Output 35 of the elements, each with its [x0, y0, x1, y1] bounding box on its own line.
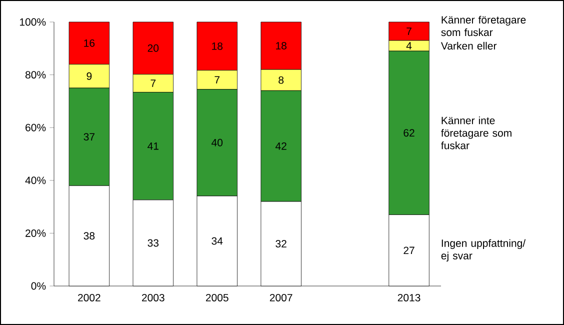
x-tick-label: 2003 — [142, 294, 164, 302]
x-tick-label: 2005 — [206, 294, 228, 302]
y-tick-label: 80% — [25, 71, 46, 79]
data-label: 40 — [212, 138, 223, 146]
data-label: 4 — [406, 42, 412, 50]
data-label: 7 — [406, 28, 412, 35]
data-label: 42 — [275, 142, 286, 150]
y-tick-label: 20% — [26, 229, 46, 237]
data-label: 32 — [276, 240, 286, 248]
series-label: Känner företagare som fuskar — [441, 16, 526, 36]
data-label: 34 — [212, 237, 223, 245]
data-label: 20 — [148, 44, 159, 52]
series-label: Ingen uppfattning/ ej svar — [441, 239, 526, 262]
y-tick-label: 60% — [26, 124, 46, 132]
data-label: 18 — [212, 42, 223, 50]
data-label: 7 — [214, 76, 220, 84]
data-label: 9 — [86, 72, 92, 80]
x-tick-label: 2013 — [398, 294, 420, 302]
data-label: 8 — [278, 76, 284, 84]
y-tick-label: 40% — [25, 176, 46, 184]
data-label: 7 — [150, 80, 156, 87]
x-tick-label: 2007 — [270, 294, 292, 302]
data-label: 41 — [148, 142, 158, 150]
data-label: 37 — [84, 133, 94, 141]
data-label: 18 — [276, 42, 286, 50]
y-tick-label: 100% — [20, 18, 46, 26]
data-label: 27 — [404, 246, 414, 254]
data-label: 33 — [148, 239, 159, 247]
x-tick-label: 2002 — [78, 294, 100, 302]
data-label: 16 — [84, 39, 95, 47]
series-label: Varken eller — [440, 42, 497, 50]
y-tick-label: 0% — [31, 282, 46, 290]
data-label: 38 — [84, 232, 95, 240]
data-label: 62 — [404, 129, 414, 137]
series-label: Känner inte företagare som fuskar — [441, 116, 512, 150]
